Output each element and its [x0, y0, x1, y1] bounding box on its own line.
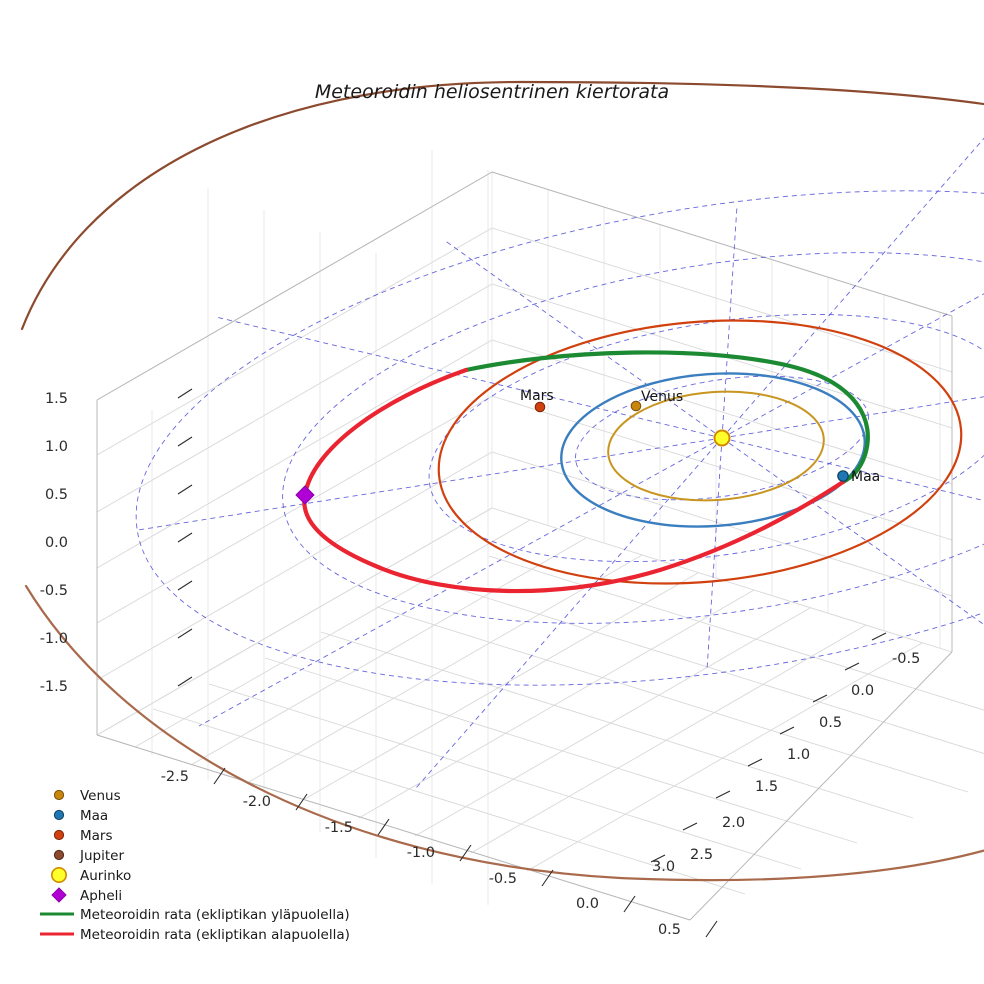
venus-marker [630, 400, 642, 412]
x-tick-0: -2.5 [161, 769, 189, 785]
maa-marker [837, 470, 849, 482]
y-tick-4: 1.5 [755, 779, 778, 795]
sun-marker [713, 429, 731, 447]
page-title: Meteoroidin heliosentrinen kiertorata [315, 81, 669, 103]
legend-label-aurinko: Aurinko [80, 868, 131, 884]
apheli-marker [295, 485, 315, 505]
z-tick-0: 1.5 [45, 391, 68, 407]
legend-marker-aurinko-icon [50, 866, 67, 883]
x-tick-2: -1.5 [325, 820, 353, 836]
legend-item-maa[interactable]: Maa [53, 808, 108, 824]
y-axis-ticks: -0.5 0.0 0.5 1.0 1.5 2.0 2.5 3.0 [650, 632, 920, 875]
orbit-jupiter [20, 80, 984, 882]
legend-marker-venus-icon [53, 789, 65, 801]
axis-spines [96, 171, 953, 921]
legend-label-venus: Venus [80, 788, 121, 804]
legend-marker-jupiter-icon [53, 849, 65, 861]
planet-markers [295, 400, 849, 505]
legend-item-jupiter[interactable]: Jupiter [53, 848, 124, 864]
z-tick-2: 0.5 [45, 487, 68, 503]
orbit-meteoroid-below-ecliptic [302, 367, 846, 594]
legend-item-aurinko[interactable]: Aurinko [50, 866, 131, 884]
legend-item-apheli[interactable]: Apheli [51, 887, 122, 904]
legend-label-meteoroid-above: Meteoroidin rata (ekliptikan yläpuolella… [80, 907, 350, 923]
legend-marker-maa-icon [53, 809, 65, 821]
y-tick-6: 2.5 [690, 847, 713, 863]
x-tick-1: -2.0 [243, 794, 271, 810]
orbit-mars [437, 319, 963, 585]
y-tick-2: 0.5 [819, 715, 842, 731]
legend-marker-mars-icon [53, 829, 65, 841]
z-tick-3: 0.0 [45, 535, 68, 551]
orbit-venus [607, 390, 825, 502]
z-tick-4: -0.5 [40, 583, 68, 599]
legend-item-venus[interactable]: Venus [53, 788, 121, 804]
y-tick-1: 0.0 [851, 683, 874, 699]
mars-marker [534, 401, 546, 413]
x-axis-ticks: -2.5 -2.0 -1.5 -1.0 -0.5 0.0 0.5 [161, 767, 718, 938]
x-tick-4: -0.5 [489, 871, 517, 887]
y-tick-7: 3.0 [652, 859, 675, 875]
z-axis-ticks: 1.5 1.0 0.5 0.0 -0.5 -1.0 -1.5 [40, 388, 193, 695]
annotation-venus: Venus [641, 389, 683, 405]
legend-item-mars[interactable]: Mars [53, 828, 113, 844]
legend-label-meteoroid-below: Meteoroidin rata (ekliptikan alapuolella… [80, 927, 350, 943]
annotation-mars: Mars [520, 388, 554, 404]
legend-label-maa: Maa [80, 808, 108, 824]
legend-label-mars: Mars [80, 828, 113, 844]
legend-item-meteoroid-below[interactable]: Meteoroidin rata (ekliptikan alapuolella… [40, 927, 350, 943]
y-tick-3: 1.0 [787, 747, 810, 763]
legend-marker-apheli-icon [51, 887, 67, 903]
y-tick-5: 2.0 [722, 815, 745, 831]
z-tick-5: -1.0 [40, 631, 68, 647]
x-tick-3: -1.0 [407, 845, 435, 861]
legend-item-meteoroid-above[interactable]: Meteoroidin rata (ekliptikan yläpuolella… [40, 907, 350, 923]
data-annotations: Mars Venus Maa [520, 388, 880, 485]
pane-grid-left-horizontal [96, 171, 493, 736]
legend: Venus Maa Mars Jupiter Aurinko [40, 788, 350, 943]
x-tick-5: 0.0 [576, 896, 599, 912]
orbit-meteoroid-above-ecliptic [463, 350, 870, 485]
annotation-maa: Maa [851, 469, 880, 485]
z-tick-6: -1.5 [40, 679, 68, 695]
legend-label-jupiter: Jupiter [79, 848, 124, 864]
pane-grid-floor [96, 507, 984, 921]
z-tick-1: 1.0 [45, 439, 68, 455]
legend-label-apheli: Apheli [80, 888, 122, 904]
y-tick-0: -0.5 [892, 651, 920, 667]
orbit-maa [560, 372, 866, 528]
pane-grid-left [96, 150, 489, 905]
x-tick-6: 0.5 [658, 922, 681, 938]
